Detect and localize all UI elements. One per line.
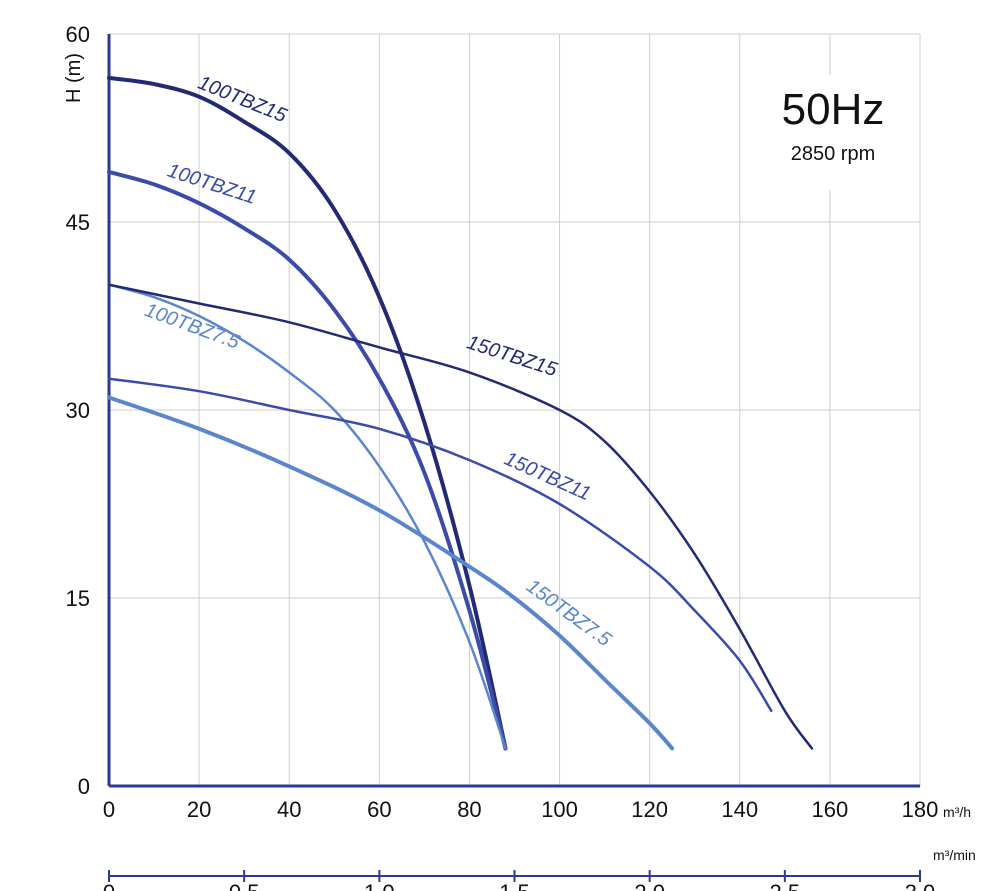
x-secondary-tick-label: 1.0 — [364, 880, 395, 891]
x-tick-label: 80 — [457, 797, 481, 822]
x-axis-unit-primary: m³/h — [943, 804, 971, 820]
y-tick-label: 0 — [78, 774, 90, 799]
x-secondary-tick-label: 3.0 — [905, 880, 936, 891]
series-line — [107, 283, 507, 750]
title-backdrop — [770, 75, 905, 190]
x-tick-label: 60 — [367, 797, 391, 822]
x-tick-label: 20 — [187, 797, 211, 822]
x-tick-label: 40 — [277, 797, 301, 822]
tick-labels: 0 20 40 60 80 100 120 140 160 180 0 0.5 1.0 1.5 2.0 2.5… — [66, 22, 939, 891]
x-secondary-tick-label: 1.5 — [499, 880, 530, 891]
series-curves — [107, 75, 814, 751]
x-tick-label: 180 — [902, 797, 939, 822]
series-labels: 100TBZ15100TBZ11100TBZ7.5150TBZ15150TBZ1… — [142, 72, 616, 652]
series-line — [107, 377, 773, 713]
x-secondary-tick-label: 2.5 — [770, 880, 801, 891]
series-label: 150TBZ15 — [464, 331, 560, 381]
series-line — [107, 283, 814, 750]
x-tick-label: 160 — [812, 797, 849, 822]
series-label: 100TBZ11 — [165, 160, 259, 209]
x-secondary-tick-label: 0 — [103, 880, 115, 891]
y-tick-label: 60 — [66, 22, 90, 47]
y-tick-label: 15 — [66, 586, 90, 611]
series-line — [107, 169, 508, 751]
x-secondary-tick-label: 0.5 — [229, 880, 260, 891]
chart-title: 50Hz — [782, 85, 885, 134]
series-label: 100TBZ7.5 — [142, 299, 243, 354]
chart-subtitle: 2850 rpm — [791, 143, 876, 165]
x-tick-label: 120 — [631, 797, 668, 822]
x-secondary-tick-label: 2.0 — [634, 880, 665, 891]
axes — [107, 34, 921, 882]
series-line — [107, 395, 675, 751]
y-tick-label: 45 — [66, 210, 90, 235]
x-tick-label: 140 — [721, 797, 758, 822]
x-tick-label: 100 — [541, 797, 578, 822]
y-tick-label: 30 — [66, 398, 90, 423]
x-axis-unit-secondary: m³/min — [933, 847, 976, 863]
x-tick-label: 0 — [103, 797, 115, 822]
y-axis-label: H (m) — [63, 53, 85, 103]
